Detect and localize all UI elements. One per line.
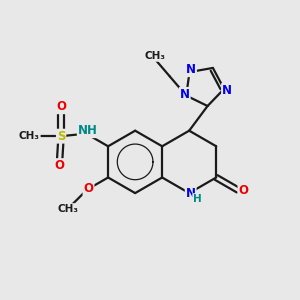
Text: N: N [186, 63, 196, 76]
Text: N: N [180, 88, 190, 101]
Text: CH₃: CH₃ [19, 131, 40, 141]
Text: S: S [57, 130, 65, 143]
Text: CH₃: CH₃ [145, 51, 166, 61]
Text: O: O [55, 159, 64, 172]
Text: O: O [83, 182, 94, 195]
Text: H: H [193, 194, 202, 204]
Text: O: O [56, 100, 66, 113]
Text: O: O [238, 184, 248, 196]
Text: CH₃: CH₃ [57, 204, 78, 214]
Text: N: N [186, 188, 196, 200]
Text: N: N [222, 84, 232, 97]
Text: NH: NH [78, 124, 98, 137]
